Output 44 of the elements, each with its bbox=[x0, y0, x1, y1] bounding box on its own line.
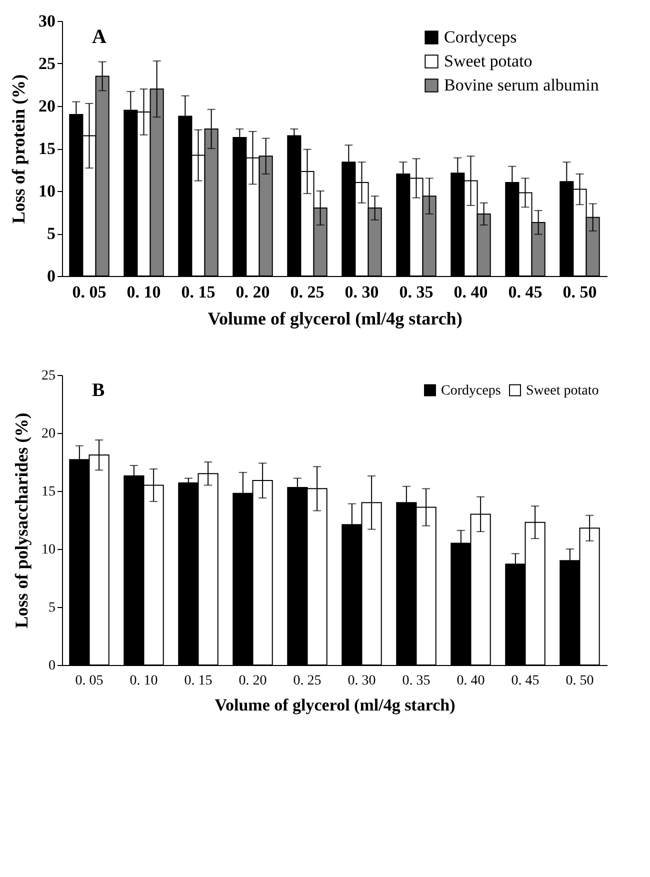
y-tick-label: 10 bbox=[38, 182, 56, 200]
x-tick-label: 0. 10 bbox=[130, 674, 158, 688]
y-tick-label: 15 bbox=[42, 484, 56, 500]
x-tick-label: 0. 20 bbox=[236, 282, 270, 302]
y-tick-label: 0 bbox=[48, 658, 56, 674]
x-tick-label: 0. 15 bbox=[181, 282, 216, 302]
x-tick-label: 0. 10 bbox=[126, 282, 161, 302]
x-tick-label: 0. 40 bbox=[456, 674, 485, 688]
y-tick-label: 10 bbox=[42, 542, 56, 558]
y-tick-label: 5 bbox=[47, 224, 56, 243]
x-tick-label: 0. 25 bbox=[293, 674, 322, 688]
y-tick-label: 25 bbox=[42, 368, 56, 384]
x-axis-title: Volume of glycerol (ml/4g starch) bbox=[214, 696, 456, 714]
x-tick-label: 0. 15 bbox=[184, 674, 212, 688]
x-tick-label: 0. 35 bbox=[402, 674, 430, 688]
x-tick-label: 0. 50 bbox=[566, 674, 594, 688]
x-tick-label: 0. 50 bbox=[562, 282, 597, 302]
annotation: B bbox=[92, 380, 105, 401]
x-tick-label: 0. 25 bbox=[290, 282, 324, 302]
y-tick-label: 30 bbox=[38, 12, 56, 30]
y-tick-label: 0 bbox=[47, 266, 56, 286]
y-tick-label: 25 bbox=[38, 54, 56, 73]
x-tick-label: 0. 30 bbox=[348, 674, 376, 688]
y-tick-label: 5 bbox=[48, 600, 56, 616]
x-tick-label: 0. 30 bbox=[344, 282, 379, 302]
x-tick-label: 0. 20 bbox=[238, 674, 267, 688]
x-tick-label: 0. 35 bbox=[399, 282, 434, 302]
x-axis-title: Volume of glycerol (ml/4g starch) bbox=[208, 308, 462, 328]
legend-label: Cordyceps bbox=[444, 28, 517, 46]
y-axis-title: Loss of protein (%) bbox=[8, 74, 28, 224]
x-tick-label: 0. 05 bbox=[72, 282, 106, 302]
x-tick-label: 0. 40 bbox=[454, 282, 488, 302]
legend-label: Bovine serum albumin bbox=[444, 76, 600, 94]
y-tick-label: 20 bbox=[38, 96, 56, 116]
y-tick-label: 15 bbox=[38, 139, 56, 158]
x-tick-label: 0. 45 bbox=[508, 282, 542, 302]
y-tick-label: 20 bbox=[42, 426, 56, 442]
x-tick-label: 0. 45 bbox=[511, 674, 540, 688]
legend-label: Sweet potato bbox=[444, 52, 532, 70]
x-tick-label: 0. 05 bbox=[75, 674, 104, 688]
legend-label: Cordyceps bbox=[441, 383, 501, 398]
annotation: A bbox=[92, 26, 107, 48]
y-axis-title: Loss of polysaccharides (%) bbox=[12, 412, 32, 628]
legend-label: Sweet potato bbox=[526, 383, 599, 398]
